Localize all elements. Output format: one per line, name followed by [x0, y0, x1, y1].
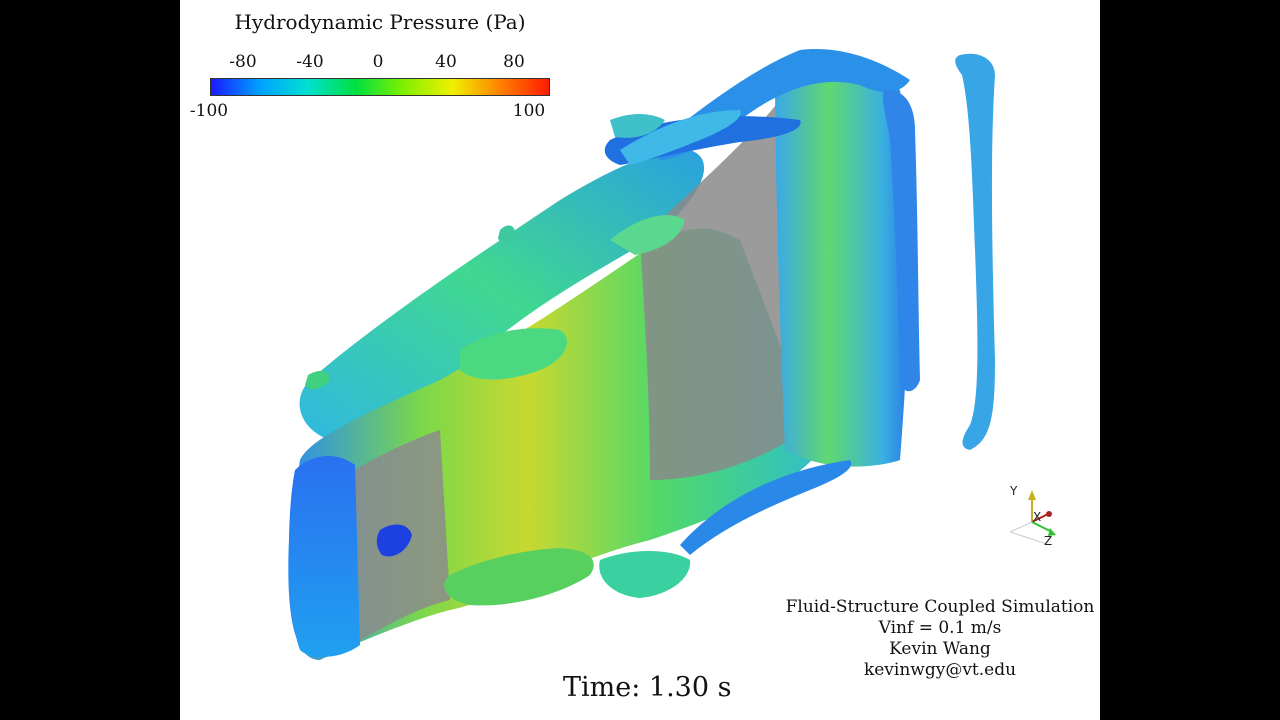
axis-label-y: Y: [1010, 484, 1018, 498]
colorbar-gradient: [210, 78, 550, 96]
colorbar-title: Hydrodynamic Pressure (Pa): [234, 10, 526, 34]
axis-label-z: Z: [1044, 534, 1053, 548]
structure-right-block: [775, 75, 910, 467]
axis-label-x: X: [1033, 510, 1042, 524]
credits-block: Fluid-Structure Coupled Simulation Vinf …: [770, 597, 1100, 681]
structure-panel-center: [640, 100, 790, 480]
body-top-surface: [299, 150, 705, 440]
vortex-blob-bottom: [444, 548, 594, 606]
vortex-fragment-1: [460, 328, 568, 380]
time-label: Time: 1.30 s: [563, 672, 732, 703]
credits-title: Fluid-Structure Coupled Simulation: [785, 597, 1095, 617]
orientation-axes: [1009, 490, 1056, 546]
vortex-fragment-5: [498, 225, 516, 243]
vortex-blob-lower-right: [599, 551, 691, 598]
credits-velocity: Vinf = 0.1 m/s: [878, 618, 1002, 638]
credits-email: kevinwgy@vt.edu: [863, 660, 1017, 680]
vortex-tube-bottom: [680, 460, 852, 555]
body-left-cap: [288, 455, 360, 657]
colorbar-tick: -40: [296, 52, 324, 72]
vortex-fragment-4: [305, 370, 330, 390]
low-pressure-patch: [376, 524, 412, 557]
colorbar-tick: 0: [372, 52, 384, 72]
vortex-tube-top: [660, 49, 910, 160]
colorbar-tick: 40: [435, 52, 457, 72]
colorbar-tick: 80: [503, 52, 525, 72]
colorbar-max-label: 100: [512, 101, 546, 121]
colorbar-min-label: -100: [189, 101, 229, 121]
vortex-tube-left: [620, 110, 741, 165]
colorbar-tick: -80: [229, 52, 257, 72]
vortex-tube-far-right: [955, 53, 995, 451]
vortex-fragment-2: [610, 215, 685, 255]
render-viewport[interactable]: Hydrodynamic Pressure (Pa) -80 -40 0 40 …: [180, 0, 1100, 720]
simulation-render: [288, 49, 1056, 660]
vortex-tube-mid-right: [882, 89, 920, 392]
credits-author: Kevin Wang: [889, 639, 991, 659]
vortex-fragment-3: [610, 114, 665, 138]
